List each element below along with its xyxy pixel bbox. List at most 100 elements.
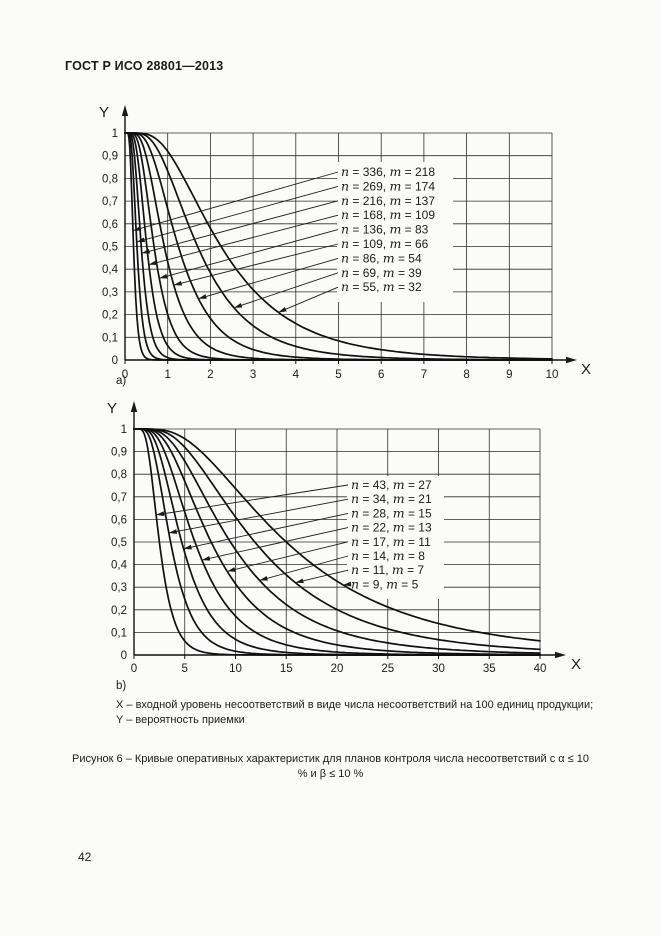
y-axis-title: Y <box>99 104 109 121</box>
figure-caption-line2: % и β ≤ 10 % <box>297 767 364 780</box>
label-leader-arrow-icon <box>132 226 142 231</box>
label-leader-arrow-icon <box>227 567 236 572</box>
y-tick-label: 0,7 <box>102 196 118 208</box>
x-axis-ticks <box>133 655 541 659</box>
label-leader-arrow-icon <box>259 575 268 581</box>
x-tick-label: 35 <box>483 663 496 675</box>
series-label-n34-m21: n = 34, m = 21 <box>351 491 432 506</box>
oc-curve-n69-m39 <box>124 132 553 361</box>
label-leader-arrow-icon <box>159 273 168 279</box>
document-header: ГОСТ Р ИСО 28801—2013 <box>65 59 224 73</box>
x-tick-label: 2 <box>207 369 213 381</box>
label-leader-line <box>156 484 349 516</box>
x-tick-label: 10 <box>229 663 242 675</box>
series-label-n109-m66: n = 109, m = 66 <box>341 236 429 251</box>
y-tick-label: 1 <box>112 128 118 140</box>
label-leader-arrow-icon <box>173 280 183 286</box>
label-leader-line <box>233 272 339 309</box>
axis-note-x: X – входной уровень несоответствий в вид… <box>116 699 594 711</box>
series-label-n216-m137: n = 216, m = 137 <box>341 193 435 208</box>
series-label-n269-m174: n = 269, m = 174 <box>341 178 435 193</box>
y-tick-label: 0,7 <box>111 492 127 504</box>
series-label-n14-m8: n = 14, m = 8 <box>351 548 425 563</box>
x-tick-label: 10 <box>546 369 559 381</box>
label-leader-line <box>201 527 349 561</box>
y-tick-label: 0,9 <box>102 151 118 163</box>
x-tick-label: 9 <box>506 369 512 381</box>
oc-chart-a: 0 1 2 3 4 5 6 7 8 9 10 1 0,9 0,8 0,7 0,6 0,5 0,4 0,3 0,2 0,1… <box>99 104 591 381</box>
label-leader-arrow-icon <box>136 237 146 243</box>
y-tick-label: 0,1 <box>102 332 118 344</box>
label-leader-arrow-icon <box>148 260 158 265</box>
x-tick-label: 5 <box>335 369 341 381</box>
label-leader-arrow-icon <box>168 529 178 534</box>
label-leader-line <box>173 243 339 286</box>
axes <box>130 401 566 659</box>
x-tick-label: 4 <box>293 369 300 381</box>
x-tick-label: 15 <box>280 663 293 675</box>
oc-curve-n14-m8 <box>133 428 541 654</box>
y-tick-label: 0,8 <box>111 469 127 481</box>
series-label-n22-m13: n = 22, m = 13 <box>351 520 432 535</box>
y-tick-label: 0,6 <box>111 514 127 526</box>
y-tick-label: 0 <box>121 650 127 662</box>
series-label-n9-m5: n = 9, m = 5 <box>351 576 419 591</box>
label-leader-arrow-icon <box>295 578 304 584</box>
series-label-n11-m7: n = 11, m = 7 <box>351 562 424 577</box>
series-label-n336-m218: n = 336, m = 218 <box>341 164 435 179</box>
y-tick-label: 0,8 <box>102 173 118 185</box>
axis-note-y: Y – вероятность приемки <box>116 714 245 726</box>
series-label-n55-m32: n = 55, m = 32 <box>341 279 422 294</box>
figure-caption: Рисунок 6 – Кривые оперативных характери… <box>0 752 661 781</box>
x-tick-label: 25 <box>381 663 394 675</box>
series-label-n69-m39: n = 69, m = 39 <box>341 265 422 280</box>
axes <box>121 105 577 364</box>
label-leader-line <box>278 286 339 313</box>
x-axis-ticks <box>124 360 553 364</box>
label-leader-arrow-icon <box>141 248 151 254</box>
figure-caption-line1: Рисунок 6 – Кривые оперативных характери… <box>72 753 589 765</box>
y-tick-label: 0,4 <box>111 560 128 572</box>
y-axis-arrow-icon <box>121 105 129 116</box>
page-number: 42 <box>78 850 92 864</box>
label-leader-line <box>168 498 349 534</box>
x-tick-label: 20 <box>331 663 344 675</box>
label-leader-line <box>159 229 339 279</box>
y-axis-arrow-icon <box>130 401 138 412</box>
y-tick-label: 0,2 <box>102 310 118 322</box>
y-tick-label: 0,6 <box>102 219 118 231</box>
y-tick-label: 1 <box>121 424 127 436</box>
x-tick-label: 6 <box>378 369 384 381</box>
series-label-n136-m83: n = 136, m = 83 <box>341 222 429 237</box>
label-leader-line <box>132 171 339 232</box>
chart-b-sublabel: b) <box>116 680 127 692</box>
label-leader-arrow-icon <box>156 511 165 517</box>
label-leader-line <box>183 512 349 550</box>
x-tick-label: 5 <box>182 663 188 675</box>
y-tick-label: 0 <box>112 355 118 367</box>
x-tick-label: 0 <box>122 369 128 381</box>
label-leader-arrow-icon <box>278 307 287 313</box>
x-axis-arrow-icon <box>555 651 566 659</box>
label-leader-line <box>295 569 349 584</box>
label-leader-arrow-icon <box>201 556 211 561</box>
series-label-panel <box>347 476 444 599</box>
y-axis-title: Y <box>107 400 117 417</box>
label-leader-arrow-icon <box>343 581 352 587</box>
x-axis-title: X <box>581 361 591 378</box>
y-tick-label: 0,3 <box>102 287 118 299</box>
label-leader-arrow-icon <box>233 302 243 308</box>
series-label-n28-m15: n = 28, m = 15 <box>351 505 432 520</box>
y-tick-label: 0,2 <box>111 605 127 617</box>
series-label-n86-m54: n = 86, m = 54 <box>341 250 422 265</box>
x-tick-label: 3 <box>250 369 256 381</box>
y-tick-label: 0,5 <box>111 537 127 549</box>
series-label-n43-m27: n = 43, m = 27 <box>351 477 432 492</box>
label-leader-line <box>198 257 339 300</box>
x-tick-label: 40 <box>534 663 547 675</box>
label-leader-line <box>136 185 339 243</box>
x-tick-label: 7 <box>421 369 427 381</box>
x-axis-arrow-icon <box>566 356 577 364</box>
series-label-panel <box>337 162 453 302</box>
x-tick-label: 30 <box>432 663 445 675</box>
